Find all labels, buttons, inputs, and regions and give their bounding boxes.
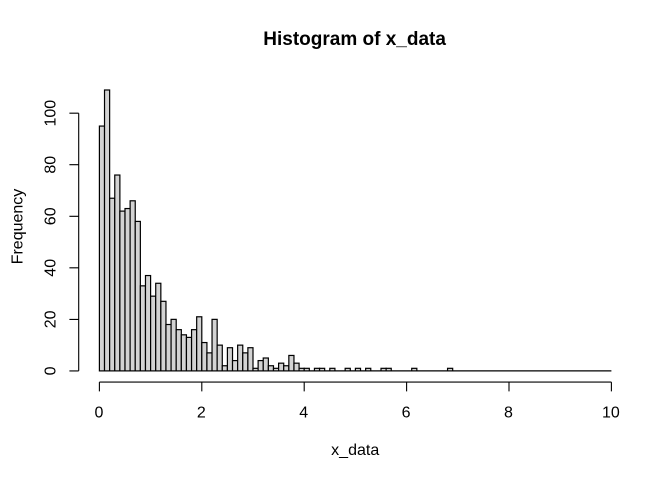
svg-text:8: 8 bbox=[504, 404, 513, 421]
svg-text:2: 2 bbox=[197, 404, 206, 421]
svg-text:80: 80 bbox=[43, 156, 60, 174]
svg-text:Histogram of x_data: Histogram of x_data bbox=[263, 29, 446, 50]
svg-text:100: 100 bbox=[43, 100, 60, 127]
svg-text:x_data: x_data bbox=[331, 442, 379, 459]
svg-text:6: 6 bbox=[402, 404, 411, 421]
svg-text:10: 10 bbox=[602, 404, 620, 421]
svg-text:0: 0 bbox=[43, 366, 60, 375]
svg-text:40: 40 bbox=[43, 259, 60, 277]
svg-text:4: 4 bbox=[299, 404, 308, 421]
svg-text:20: 20 bbox=[43, 310, 60, 328]
svg-text:Frequency: Frequency bbox=[10, 189, 27, 265]
svg-text:60: 60 bbox=[43, 207, 60, 225]
svg-text:0: 0 bbox=[94, 404, 103, 421]
